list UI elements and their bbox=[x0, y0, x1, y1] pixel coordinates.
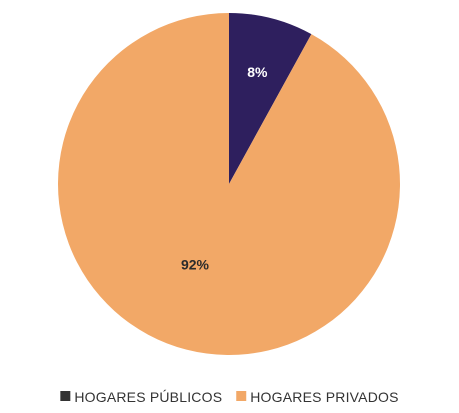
legend-swatch bbox=[60, 391, 71, 401]
pie-slices bbox=[57, 12, 401, 356]
legend-item-hogares-privados: HOGARES PRIVADOS bbox=[236, 389, 398, 405]
pie-slice-hogares-privados bbox=[57, 12, 401, 356]
slice-label-hogares-publicos: 8% bbox=[247, 64, 268, 80]
legend-item-hogares-publicos: HOGARES PÚBLICOS bbox=[60, 389, 222, 405]
legend-swatch bbox=[236, 391, 247, 401]
pie-slice-labels: 8% 92% bbox=[181, 64, 268, 273]
legend: HOGARES PÚBLICOS HOGARES PRIVADOS bbox=[60, 389, 398, 405]
legend-label: HOGARES PÚBLICOS bbox=[74, 389, 222, 405]
pie-slice-hogares-publicos bbox=[229, 13, 312, 184]
legend-label: HOGARES PRIVADOS bbox=[250, 389, 398, 405]
slice-label-hogares-privados: 92% bbox=[181, 257, 210, 273]
